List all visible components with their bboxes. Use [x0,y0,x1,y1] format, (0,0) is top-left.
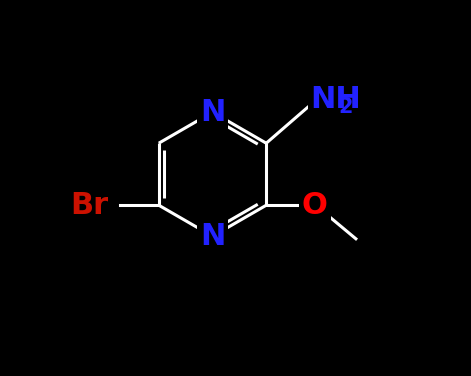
Text: NH: NH [310,85,361,114]
Text: N: N [200,98,225,127]
Text: N: N [200,222,225,251]
Text: Br: Br [70,191,108,220]
Text: 2: 2 [338,97,353,117]
Text: O: O [301,191,327,220]
